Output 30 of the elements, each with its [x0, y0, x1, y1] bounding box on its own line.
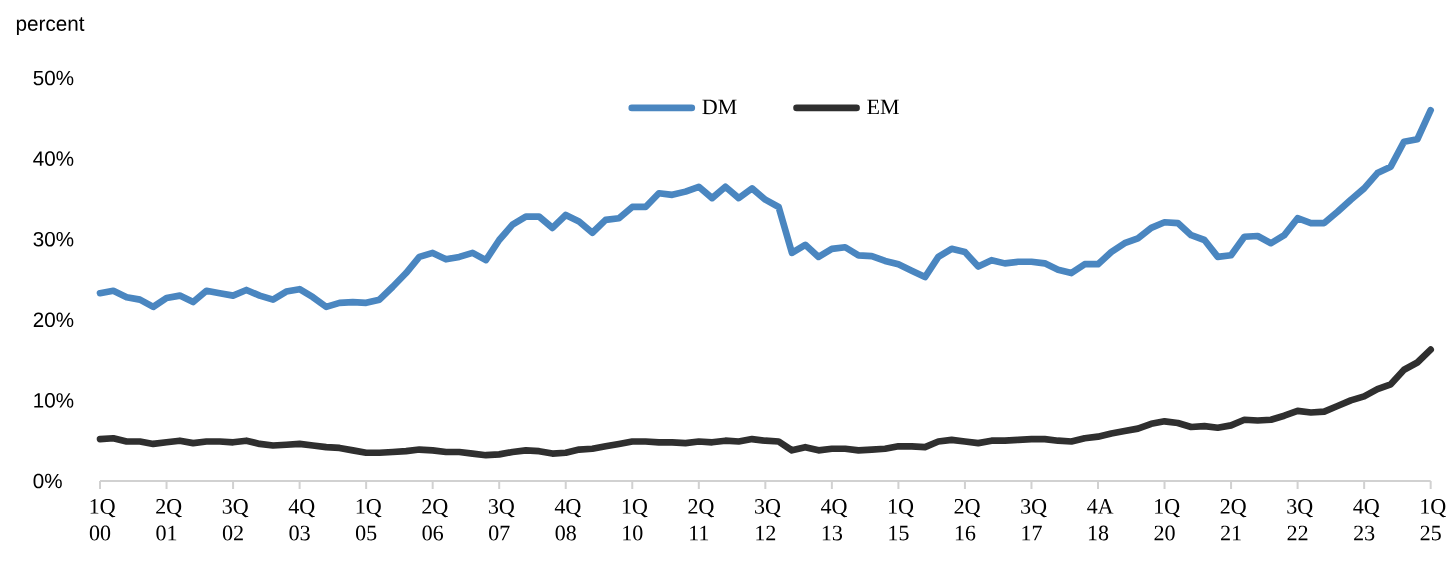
- x-tick-label: 2Q 11: [688, 499, 714, 541]
- x-tick-label: 2Q 16: [954, 499, 981, 541]
- y-tick-label: 30%: [33, 231, 74, 247]
- x-tick-label: 2Q 21: [1220, 499, 1247, 541]
- legend-label: DM: [702, 99, 737, 115]
- x-tick-label: 3Q 02: [222, 499, 249, 541]
- x-tick-label: 4Q 13: [820, 499, 848, 541]
- x-tick-label: 4Q 03: [288, 499, 315, 541]
- x-tick-label: 4Q 08: [554, 499, 581, 541]
- x-tick-label: 3Q 17: [1021, 499, 1047, 541]
- x-tick-label: 1Q 20: [1154, 499, 1180, 541]
- x-tick-label: 3Q 22: [1287, 499, 1313, 541]
- x-tick-label: 1Q 25: [1420, 499, 1446, 541]
- x-tick-label: 1Q 05: [355, 499, 382, 541]
- y-tick-label: 50%: [33, 70, 74, 86]
- y-tick-label: 10%: [34, 393, 74, 408]
- y-axis-title: percent: [16, 17, 85, 35]
- y-tick-label: 20%: [33, 312, 74, 328]
- y-tick-label: 40%: [33, 151, 74, 166]
- x-tick-label: 1Q 00: [89, 499, 116, 541]
- x-tick-label: 1Q 10: [622, 499, 648, 541]
- x-tick-label: 2Q 06: [422, 499, 448, 541]
- legend-label: EM: [867, 99, 899, 115]
- x-tick-label: 1Q 15: [888, 499, 914, 541]
- x-tick-label: 4Q 23: [1353, 499, 1380, 541]
- x-tick-label: 3Q 12: [755, 499, 781, 541]
- y-tick-label: 0%: [33, 473, 62, 489]
- x-tick-label: 2Q 01: [156, 499, 182, 541]
- x-tick-label: 4A 18: [1087, 499, 1114, 541]
- x-tick-label: 3Q 07: [488, 499, 515, 541]
